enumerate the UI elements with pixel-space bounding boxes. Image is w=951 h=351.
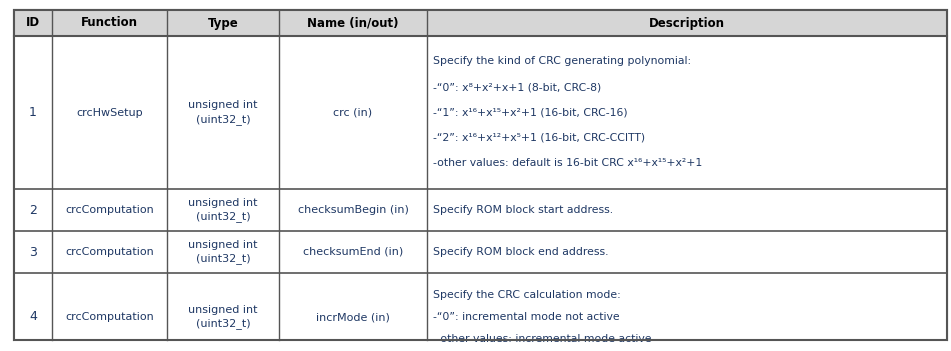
Text: ID: ID [26, 16, 40, 29]
Bar [14, 10, 947, 36]
Text: -“0”: incremental mode not active: -“0”: incremental mode not active [433, 312, 620, 322]
Text: crcComputation: crcComputation [65, 205, 154, 215]
Bar [14, 36, 947, 189]
Text: Description: Description [649, 16, 725, 29]
Text: unsigned int
(uint32_t): unsigned int (uint32_t) [188, 305, 258, 329]
Text: 4: 4 [29, 311, 37, 324]
Bar [14, 231, 947, 273]
Text: - other values: incremental mode active: - other values: incremental mode active [433, 334, 651, 344]
Text: Specify ROM block start address.: Specify ROM block start address. [433, 205, 613, 215]
Text: -“2”: x¹⁶+x¹²+x⁵+1 (16-bit, CRC-CCITT): -“2”: x¹⁶+x¹²+x⁵+1 (16-bit, CRC-CCITT) [433, 133, 645, 143]
Text: unsigned int
(uint32_t): unsigned int (uint32_t) [188, 198, 258, 222]
Bar [14, 273, 947, 351]
Text: 2: 2 [29, 204, 37, 217]
Text: checksumBegin (in): checksumBegin (in) [298, 205, 408, 215]
Text: crc (in): crc (in) [334, 107, 373, 118]
Text: incrMode (in): incrMode (in) [316, 312, 390, 322]
Text: -other values: default is 16-bit CRC x¹⁶+x¹⁵+x²+1: -other values: default is 16-bit CRC x¹⁶… [433, 159, 702, 168]
Text: Function: Function [81, 16, 138, 29]
Text: 3: 3 [29, 245, 37, 258]
Text: crcComputation: crcComputation [65, 247, 154, 257]
Text: unsigned int
(uint32_t): unsigned int (uint32_t) [188, 100, 258, 125]
Text: Specify the CRC calculation mode:: Specify the CRC calculation mode: [433, 290, 621, 300]
Text: -“0”: x⁸+x²+x+1 (8-bit, CRC-8): -“0”: x⁸+x²+x+1 (8-bit, CRC-8) [433, 82, 601, 92]
Text: 1: 1 [29, 106, 37, 119]
Bar [14, 189, 947, 231]
Text: Specify ROM block end address.: Specify ROM block end address. [433, 247, 609, 257]
Text: Specify the kind of CRC generating polynomial:: Specify the kind of CRC generating polyn… [433, 57, 691, 66]
Text: crcComputation: crcComputation [65, 312, 154, 322]
Text: checksumEnd (in): checksumEnd (in) [302, 247, 403, 257]
Text: -“1”: x¹⁶+x¹⁵+x²+1 (16-bit, CRC-16): -“1”: x¹⁶+x¹⁵+x²+1 (16-bit, CRC-16) [433, 107, 628, 118]
Text: Type: Type [207, 16, 239, 29]
Text: Name (in/out): Name (in/out) [307, 16, 398, 29]
Text: crcHwSetup: crcHwSetup [76, 107, 143, 118]
Text: unsigned int
(uint32_t): unsigned int (uint32_t) [188, 240, 258, 264]
